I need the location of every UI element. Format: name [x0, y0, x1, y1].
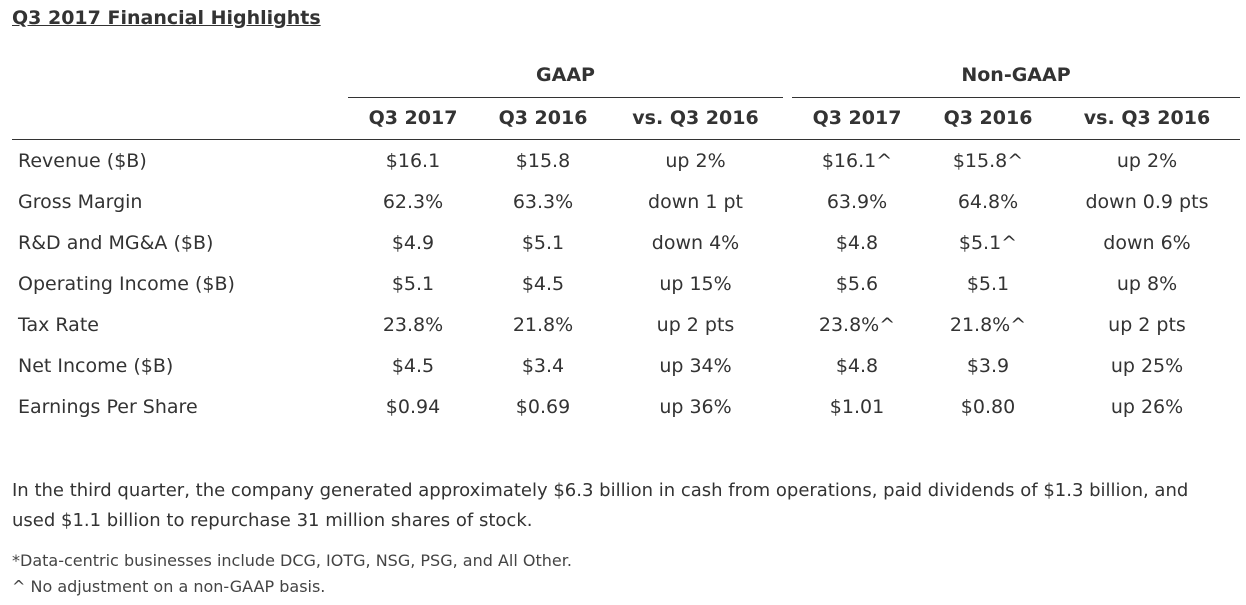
row-label: Tax Rate [18, 313, 99, 336]
cell-nongaap-change: up 8% [1116, 272, 1178, 295]
table-row: Operating Income ($B) $5.1 $4.5 up 15% $5.6 $… [12, 263, 1240, 304]
row-label: Gross Margin [18, 190, 143, 213]
column-gap [783, 304, 792, 345]
cell-gaap-q3-2017: $16.1 [385, 149, 441, 172]
cell-gaap-q3-2016: 21.8% [512, 313, 574, 336]
cell-gaap-change: down 1 pt [648, 190, 743, 213]
cell-gaap-q3-2017: 62.3% [382, 190, 444, 213]
cell-gaap-q3-2016: $0.69 [515, 395, 571, 418]
cell-nongaap-q3-2016: $5.1 [966, 272, 1010, 295]
footnote-data-centric: *Data-centric businesses include DCG, IO… [12, 551, 572, 570]
cell-nongaap-q3-2017: $4.8 [835, 231, 879, 254]
cell-nongaap-q3-2017: 23.8%^ [818, 313, 896, 336]
cell-nongaap-q3-2017: $4.8 [835, 354, 879, 377]
cell-gaap-change: up 2% [665, 149, 726, 172]
row-label: Net Income ($B) [18, 354, 174, 377]
header-gaap-vs: vs. Q3 2016 [632, 107, 759, 129]
non-gaap-divider [792, 97, 1240, 98]
cell-gaap-q3-2017: $0.94 [385, 395, 441, 418]
cell-nongaap-q3-2016: $0.80 [960, 395, 1016, 418]
cell-gaap-change: up 2 pts [656, 313, 735, 336]
cell-nongaap-q3-2017: $1.01 [829, 395, 885, 418]
column-gap [783, 140, 792, 181]
cell-gaap-q3-2017: 23.8% [382, 313, 444, 336]
column-gap [783, 222, 792, 263]
cell-nongaap-q3-2017: $5.6 [835, 272, 879, 295]
footnote-non-gaap: ^ No adjustment on a non-GAAP basis. [12, 577, 326, 596]
cell-nongaap-q3-2016: 64.8% [957, 190, 1019, 213]
cell-nongaap-q3-2016: $5.1^ [958, 231, 1018, 254]
cell-gaap-q3-2016: $15.8 [515, 149, 571, 172]
cell-gaap-change: up 34% [659, 354, 732, 377]
cell-gaap-q3-2017: $4.9 [391, 231, 435, 254]
header-nongaap-q3-2017: Q3 2017 [812, 107, 902, 129]
row-label: R&D and MG&A ($B) [18, 231, 214, 254]
table-row: Revenue ($B) $16.1 $15.8 up 2% $16.1^ $15.8^ u… [12, 140, 1240, 181]
cell-nongaap-change: up 25% [1110, 354, 1184, 377]
cell-nongaap-change: down 0.9 pts [1085, 190, 1209, 213]
cell-nongaap-q3-2016: $15.8^ [952, 149, 1024, 172]
row-label: Revenue ($B) [18, 149, 147, 172]
table-body: Revenue ($B) $16.1 $15.8 up 2% $16.1^ $15.8^ u… [12, 140, 1240, 427]
row-label: Operating Income ($B) [18, 272, 235, 295]
cash-flow-paragraph: In the third quarter, the company genera… [12, 480, 1189, 531]
table-row: Tax Rate 23.8% 21.8% up 2 pts 23.8%^ 21.8%^ up… [12, 304, 1240, 345]
row-label: Earnings Per Share [18, 395, 198, 418]
header-gaap-q3-2017: Q3 2017 [368, 107, 458, 129]
cell-gaap-q3-2016: $3.4 [521, 354, 565, 377]
header-nongaap-q3-2016: Q3 2016 [943, 107, 1033, 129]
column-gap [783, 386, 792, 427]
gaap-divider [348, 97, 783, 98]
non-gaap-group-label: Non-GAAP [961, 64, 1071, 86]
table-row: Gross Margin 62.3% 63.3% down 1 pt 63.9% 64.8… [12, 181, 1240, 222]
cell-gaap-change: up 36% [659, 395, 732, 418]
header-gaap-q3-2016: Q3 2016 [498, 107, 588, 129]
cell-gaap-change: up 15% [659, 272, 732, 295]
cell-nongaap-change: up 2% [1116, 149, 1178, 172]
page-title: Q3 2017 Financial Highlights [12, 7, 321, 29]
column-gap [783, 345, 792, 386]
header-nongaap-vs: vs. Q3 2016 [1083, 107, 1211, 129]
table-row: Earnings Per Share $0.94 $0.69 up 36% $1.01 $… [12, 386, 1240, 427]
table-row: R&D and MG&A ($B) $4.9 $5.1 down 4% $4.8 $5.1… [12, 222, 1240, 263]
cell-gaap-change: down 4% [651, 231, 740, 254]
header-divider [12, 139, 1240, 140]
cell-nongaap-change: up 26% [1110, 395, 1184, 418]
cell-nongaap-q3-2017: $16.1^ [821, 149, 893, 172]
cell-nongaap-change: down 6% [1103, 231, 1191, 254]
gaap-group-label: GAAP [536, 64, 595, 86]
cell-nongaap-change: up 2 pts [1108, 313, 1186, 336]
table-row: Net Income ($B) $4.5 $3.4 up 34% $4.8 $3.9 up … [12, 345, 1240, 386]
cell-gaap-q3-2016: $5.1 [521, 231, 565, 254]
column-gap [783, 181, 792, 222]
cell-nongaap-q3-2017: 63.9% [826, 190, 888, 213]
cell-gaap-q3-2017: $5.1 [391, 272, 435, 295]
column-gap [783, 263, 792, 304]
cell-gaap-q3-2017: $4.5 [391, 354, 435, 377]
cell-gaap-q3-2016: $4.5 [521, 272, 565, 295]
cell-nongaap-q3-2016: 21.8%^ [949, 313, 1027, 336]
financial-table: Revenue ($B) $16.1 $15.8 up 2% $16.1^ $15.8^ u… [12, 140, 1240, 427]
cell-nongaap-q3-2016: $3.9 [966, 354, 1010, 377]
cell-gaap-q3-2016: 63.3% [512, 190, 574, 213]
